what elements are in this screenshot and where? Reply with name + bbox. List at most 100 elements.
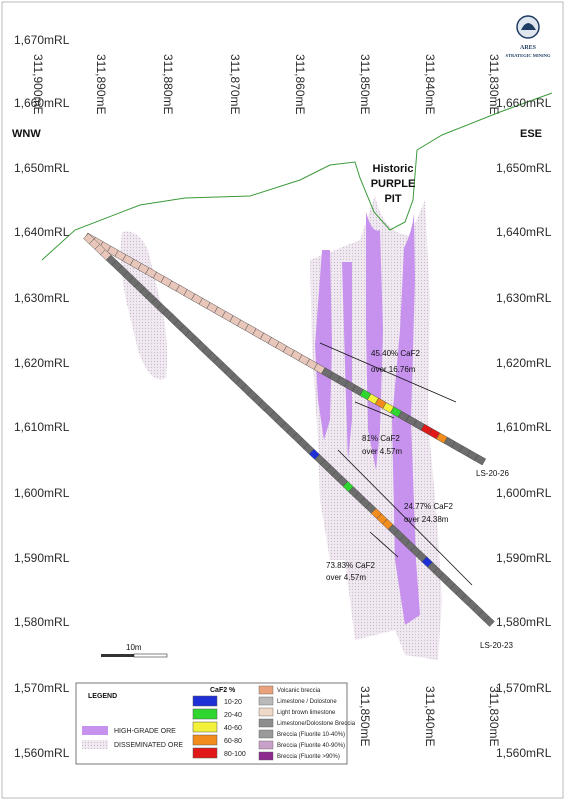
rl-label: 1,650mRL <box>14 161 70 175</box>
lithology-label: Limestone / Dolostone <box>277 699 337 705</box>
intercept-grade: 81% CaF2 <box>362 434 400 443</box>
legend: LEGEND HIGH-GRADE ORE DISSEMINATED ORE C… <box>75 682 356 765</box>
hole-interval <box>483 615 495 627</box>
lithology-label: Breccia (Fluorite 10-40%) <box>277 732 345 738</box>
rl-label: 1,670mRL <box>14 33 70 47</box>
intercept-width: over 4.57m <box>362 447 402 456</box>
rl-label: 1,630mRL <box>496 291 552 305</box>
lithology-label: Limestone/Dolostone Breccia <box>277 721 356 727</box>
grade-swatch <box>192 695 218 707</box>
rl-label: 1,600mRL <box>14 486 70 500</box>
grade-label: 80-100 <box>224 751 246 758</box>
rl-label: 1,640mRL <box>14 225 70 239</box>
grade-swatch <box>192 734 218 746</box>
rl-label: 1,610mRL <box>14 420 70 434</box>
rl-label: 1,620mRL <box>14 356 70 370</box>
lithology-swatch <box>258 685 274 695</box>
pit-label-line1: Historic <box>373 163 414 175</box>
bracket-line <box>354 401 395 419</box>
grade-label: 10-20 <box>224 699 242 706</box>
intercept-brackets <box>319 342 473 586</box>
easting-label: 311,840mE <box>423 54 437 115</box>
legend-swatch <box>82 726 108 735</box>
hole-id-label: LS-20-23 <box>480 641 513 650</box>
rl-label: 1,650mRL <box>496 161 552 175</box>
ares-logo: ARES STRATEGIC MINING <box>505 15 551 58</box>
drill-hole-traces <box>83 232 495 627</box>
grade-label: 60-80 <box>224 738 242 745</box>
hole-interval <box>474 454 487 466</box>
easting-label: 311,850mE <box>358 686 372 747</box>
lithology-label: Breccia (Fluorite 40-90%) <box>277 743 345 749</box>
grade-swatch <box>192 708 218 720</box>
easting-label: 311,840mE <box>423 686 437 747</box>
lithology-label: Volcanic breccia <box>277 688 321 694</box>
legend-label: DISSEMINATED ORE <box>114 742 183 749</box>
logo-tagline: STRATEGIC MINING <box>505 53 551 58</box>
lithology-swatch <box>258 696 274 706</box>
easting-axis-bottom: 311,850mE 311,840mE 311,830mE <box>358 686 501 747</box>
scale-bar-segment <box>133 653 168 658</box>
lithology-swatch <box>258 718 274 728</box>
rl-label: 1,640mRL <box>496 225 552 239</box>
topography-line <box>41 92 553 261</box>
lithology-label: Light brown limestone <box>277 710 336 716</box>
intercept-grade: 24.77% CaF2 <box>404 502 453 511</box>
pit-label-line2: PURPLE <box>371 178 416 190</box>
legend-title: LEGEND <box>88 693 117 700</box>
easting-label: 311,830mE <box>487 686 501 747</box>
lithology-swatch <box>258 707 274 717</box>
hole-id-label: LS-20-26 <box>476 469 509 478</box>
legend-label: HIGH-GRADE ORE <box>114 728 176 735</box>
lithology-swatch <box>258 740 274 750</box>
logo-name: ARES <box>520 45 537 51</box>
rl-label: 1,600mRL <box>496 486 552 500</box>
rl-axis-left: 1,670mRL 1,660mRL 1,650mRL 1,640mRL 1,63… <box>14 33 70 760</box>
grade-swatch <box>192 721 218 733</box>
scale-bar-label: 10m <box>126 643 142 652</box>
rl-label: 1,560mRL <box>14 746 70 760</box>
rl-label: 1,570mRL <box>496 681 552 695</box>
bracket-line <box>337 449 473 586</box>
lithology-swatch <box>258 729 274 739</box>
bracket-line <box>319 342 457 403</box>
direction-west: WNW <box>12 128 41 140</box>
grade-label: 20-40 <box>224 712 242 719</box>
rl-label: 1,620mRL <box>496 356 552 370</box>
lithology-label: Breccia (Fluorite >90%) <box>277 754 340 760</box>
rl-axis-right: 1,660mRL 1,650mRL 1,640mRL 1,630mRL 1,62… <box>496 96 552 760</box>
rl-label: 1,570mRL <box>14 681 70 695</box>
direction-east: ESE <box>520 128 542 140</box>
rl-label: 1,660mRL <box>14 96 70 110</box>
intercept-labels: 45.40% CaF2 over 16.76m 81% CaF2 over 4.… <box>326 349 453 582</box>
rl-label: 1,610mRL <box>496 420 552 434</box>
grade-swatch <box>192 747 218 759</box>
easting-label: 311,860mE <box>293 54 307 115</box>
bracket-line <box>369 531 399 558</box>
rl-label: 1,630mRL <box>14 291 70 305</box>
easting-label: 311,890mE <box>94 54 108 115</box>
easting-label: 311,900mE <box>31 54 45 115</box>
intercept-grade: 73.83% CaF2 <box>326 561 375 570</box>
intercept-width: over 16.76m <box>371 365 416 374</box>
drill-hole <box>83 233 495 627</box>
easting-label: 311,830mE <box>487 54 501 115</box>
intercept-width: over 24.38m <box>404 515 449 524</box>
lithology-swatch <box>258 751 274 761</box>
rl-label: 1,590mRL <box>14 551 70 565</box>
easting-label: 311,880mE <box>161 54 175 115</box>
grade-label: 40-60 <box>224 725 242 732</box>
high-grade-ore-b <box>342 262 352 460</box>
pit-label-line3: PIT <box>384 193 401 205</box>
rl-label: 1,580mRL <box>496 615 552 629</box>
high-grade-ore-a <box>315 250 332 440</box>
disseminated-ore-west <box>120 231 168 380</box>
rl-label: 1,660mRL <box>496 96 552 110</box>
easting-label: 311,870mE <box>228 54 242 115</box>
scale-bar-segment <box>101 654 134 657</box>
easting-axis-top: 311,900mE 311,890mE 311,880mE 311,870mE … <box>31 54 501 115</box>
grade-legend: 10-20 20-40 40-60 60-80 80-100 <box>192 695 246 759</box>
grade-legend-title: CaF2 % <box>210 687 236 694</box>
lithology-legend: Volcanic breccia Limestone / Dolostone Lig… <box>258 685 356 761</box>
